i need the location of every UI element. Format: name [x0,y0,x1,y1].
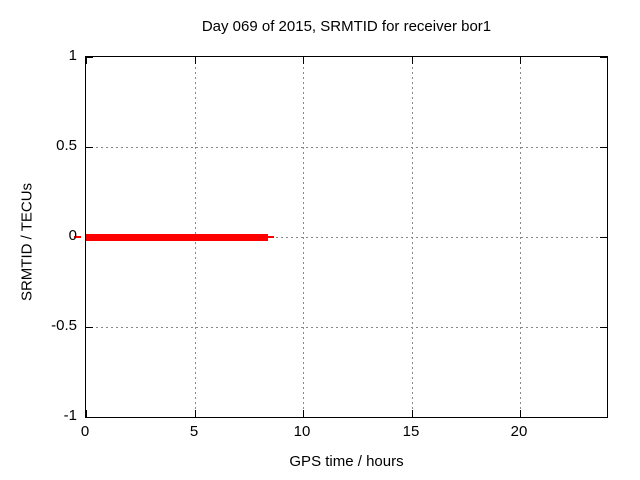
series-start-cap-dash [74,236,81,238]
ytick-right-0 [600,237,607,238]
ytick-label-1: 1 [68,47,77,64]
xtick-bottom-5 [195,410,196,417]
xtick-top-15 [412,57,413,64]
ytick-left--0.5 [86,327,93,328]
xtick-bottom-20 [520,410,521,417]
ytick-right--1 [600,417,607,418]
xtick-top-0 [86,57,87,64]
ytick-right--0.5 [600,327,607,328]
gridline-y--0.5 [86,327,607,328]
ytick-right-1 [600,57,607,58]
series-end-cap-dash [268,236,274,238]
ytick-right-0.5 [600,147,607,148]
xtick-bottom-0 [86,410,87,417]
xtick-top-20 [520,57,521,64]
xtick-bottom-10 [303,410,304,417]
gridline-y-0 [86,237,607,238]
series-line-srmtid [86,234,268,241]
gridline-y-0.5 [86,147,607,148]
xtick-top-5 [195,57,196,64]
xtick-label-20: 20 [510,423,528,440]
xtick-label-5: 5 [189,423,199,440]
ytick-label--0.5: -0.5 [51,317,77,334]
plot-area [85,56,608,418]
ytick-left-0.5 [86,147,93,148]
xtick-label-10: 10 [293,423,311,440]
xtick-top-10 [303,57,304,64]
chart-title: Day 069 of 2015, SRMTID for receiver bor… [201,18,492,35]
ytick-label--1: -1 [63,407,77,424]
ytick-label-0: 0 [68,227,77,244]
x-axis-label: GPS time / hours [289,453,404,470]
ytick-left-1 [86,57,93,58]
xtick-label-15: 15 [402,423,420,440]
xtick-label-0: 0 [80,423,90,440]
ytick-label-0.5: 0.5 [56,137,77,154]
ytick-left--1 [86,417,93,418]
xtick-bottom-15 [412,410,413,417]
